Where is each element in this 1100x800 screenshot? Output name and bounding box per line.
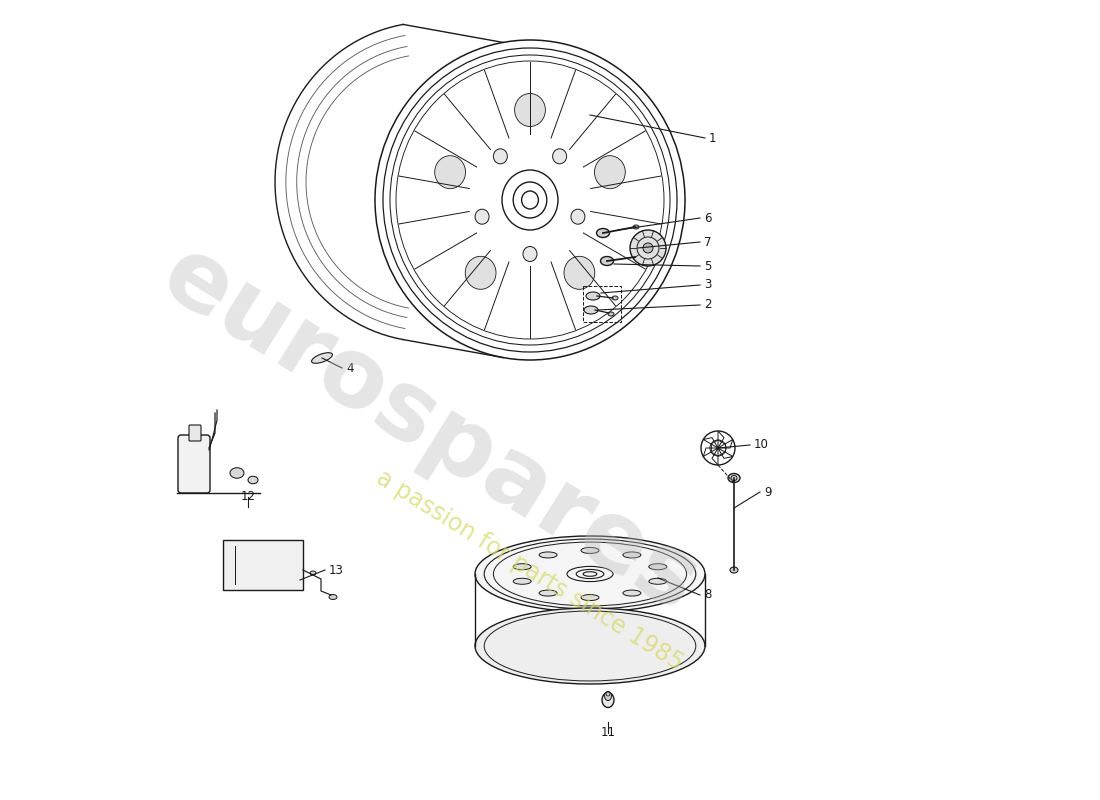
Ellipse shape [730,567,738,573]
Text: 6: 6 [704,211,712,225]
Ellipse shape [571,209,585,224]
Text: 13: 13 [329,563,344,577]
Ellipse shape [586,292,600,300]
Text: 2: 2 [704,298,712,311]
Ellipse shape [248,476,258,484]
Text: a passion for parts since 1985: a passion for parts since 1985 [372,465,688,675]
Ellipse shape [434,156,465,189]
Ellipse shape [522,246,537,262]
Ellipse shape [649,578,667,584]
Text: 10: 10 [754,438,769,451]
Ellipse shape [605,691,612,701]
Ellipse shape [514,564,531,570]
Ellipse shape [632,225,639,229]
Ellipse shape [564,256,595,290]
Text: 7: 7 [704,235,712,249]
Ellipse shape [539,590,557,596]
Text: 11: 11 [601,726,616,739]
FancyBboxPatch shape [178,435,210,493]
Ellipse shape [634,254,640,258]
Ellipse shape [311,353,332,363]
Ellipse shape [475,536,705,612]
Text: 1: 1 [710,131,716,145]
Ellipse shape [310,571,316,575]
Ellipse shape [465,256,496,290]
Ellipse shape [581,594,600,601]
Text: 12: 12 [241,490,255,503]
Text: 8: 8 [704,589,712,602]
Ellipse shape [728,474,740,482]
Text: 9: 9 [764,486,771,498]
Text: 5: 5 [704,259,712,273]
Ellipse shape [515,94,546,126]
Text: 4: 4 [346,362,353,374]
Ellipse shape [612,296,618,300]
Ellipse shape [475,209,490,224]
Ellipse shape [623,590,641,596]
Ellipse shape [230,468,244,478]
Ellipse shape [594,156,625,189]
Ellipse shape [623,552,641,558]
Ellipse shape [329,594,337,599]
Ellipse shape [596,229,609,238]
Ellipse shape [584,306,598,314]
Ellipse shape [602,693,614,707]
Circle shape [630,230,666,266]
Ellipse shape [649,564,667,570]
Ellipse shape [539,552,557,558]
Ellipse shape [494,149,507,164]
Text: eurospares: eurospares [145,228,715,632]
Circle shape [644,243,653,253]
Ellipse shape [608,312,614,316]
Ellipse shape [581,547,600,554]
Ellipse shape [552,149,567,164]
Text: 3: 3 [704,278,712,291]
Ellipse shape [601,257,614,266]
Ellipse shape [475,608,705,684]
FancyBboxPatch shape [189,425,201,441]
Ellipse shape [514,578,531,584]
Bar [223,540,302,590]
